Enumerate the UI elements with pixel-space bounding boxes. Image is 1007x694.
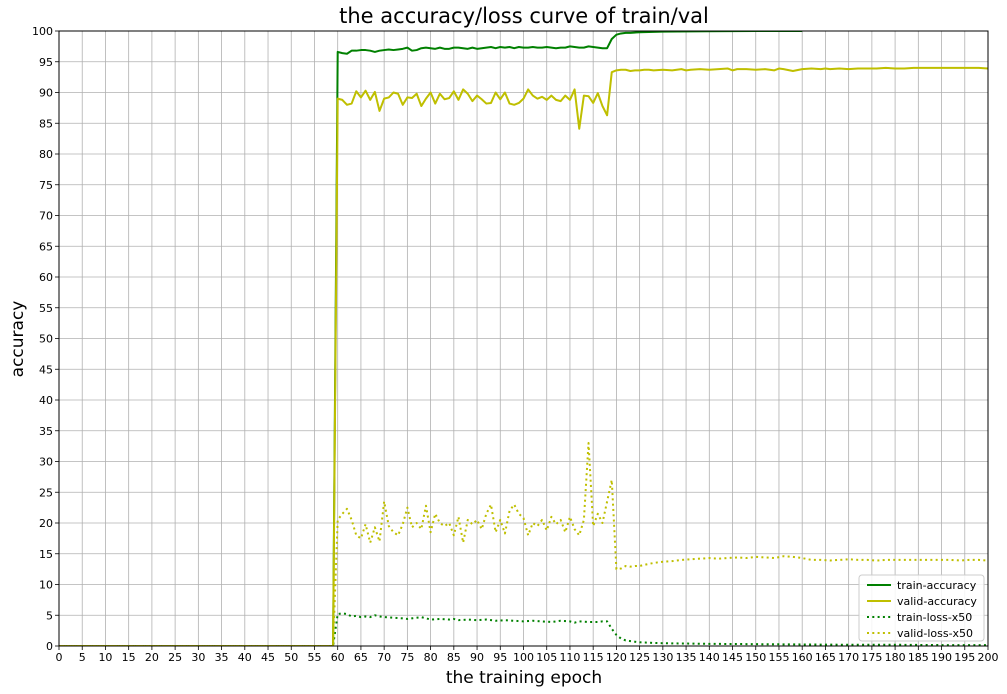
x-tick-label: 10 [98, 651, 112, 664]
legend-label: valid-accuracy [897, 595, 977, 608]
x-tick-label: 150 [745, 651, 766, 664]
x-tick-label: 45 [261, 651, 275, 664]
y-tick-label: 5 [46, 609, 53, 622]
y-tick-label: 80 [39, 148, 53, 161]
x-tick-label: 125 [629, 651, 650, 664]
series-layer [59, 31, 988, 646]
series-line-valid-accuracy [59, 66, 988, 646]
x-tick-label: 145 [722, 651, 743, 664]
x-tick-label: 165 [815, 651, 836, 664]
y-tick-label: 95 [39, 56, 53, 69]
x-tick-label: 140 [699, 651, 720, 664]
x-tick-label: 105 [536, 651, 557, 664]
y-tick-label: 30 [39, 456, 53, 469]
series-line-valid-loss-x50 [59, 442, 988, 646]
x-tick-label: 200 [978, 651, 999, 664]
y-tick-label: 90 [39, 87, 53, 100]
x-tick-label: 50 [284, 651, 298, 664]
x-tick-label: 80 [424, 651, 438, 664]
x-tick-label: 160 [792, 651, 813, 664]
x-tick-label: 120 [606, 651, 627, 664]
x-tick-label: 15 [122, 651, 136, 664]
x-tick-label: 85 [447, 651, 461, 664]
y-tick-label: 25 [39, 486, 53, 499]
y-tick-label: 100 [32, 25, 53, 38]
x-tick-label: 5 [79, 651, 86, 664]
x-tick-label: 75 [400, 651, 414, 664]
x-tick-label: 20 [145, 651, 159, 664]
legend: train-accuracy valid-accuracy train-loss-x… [858, 574, 985, 642]
x-axis-label: the training epoch [446, 668, 602, 688]
y-tick-label: 55 [39, 302, 53, 315]
x-tick-label: 65 [354, 651, 368, 664]
x-tick-label: 180 [885, 651, 906, 664]
legend-label: train-loss-x50 [897, 611, 972, 624]
x-tick-label: 155 [768, 651, 789, 664]
y-axis-label: accuracy [8, 301, 28, 378]
y-tick-label: 85 [39, 117, 53, 130]
y-tick-label: 35 [39, 425, 53, 438]
x-tick-label: 170 [838, 651, 859, 664]
x-tick-label: 175 [861, 651, 882, 664]
y-tick-label: 0 [46, 640, 53, 653]
y-tick-label: 60 [39, 271, 53, 284]
x-tick-label: 35 [215, 651, 229, 664]
x-tick-label: 130 [652, 651, 673, 664]
x-tick-label: 70 [377, 651, 391, 664]
y-tick-label: 10 [39, 579, 53, 592]
y-tick-label: 50 [39, 333, 53, 346]
x-tick-label: 30 [191, 651, 205, 664]
legend-box [858, 574, 985, 642]
x-tick-label: 0 [56, 651, 63, 664]
y-axis: 0 5 10 15 20 25 30 35 40 45 50 55 60 65 70 75 80 85 90 95 10… [32, 25, 59, 653]
y-tick-label: 20 [39, 517, 53, 530]
x-tick-label: 95 [493, 651, 507, 664]
x-tick-label: 100 [513, 651, 534, 664]
series-line-train-accuracy [59, 31, 803, 646]
x-tick-label: 60 [331, 651, 345, 664]
y-tick-label: 40 [39, 394, 53, 407]
grid [58, 30, 989, 647]
x-tick-label: 55 [307, 651, 321, 664]
x-tick-label: 185 [908, 651, 929, 664]
x-tick-label: 90 [470, 651, 484, 664]
x-tick-label: 190 [931, 651, 952, 664]
x-tick-label: 135 [676, 651, 697, 664]
x-tick-label: 110 [559, 651, 580, 664]
x-tick-label: 40 [238, 651, 252, 664]
y-tick-label: 45 [39, 363, 53, 376]
x-tick-label: 115 [583, 651, 604, 664]
chart-title: the accuracy/loss curve of train/val [339, 4, 709, 28]
y-tick-label: 65 [39, 240, 53, 253]
x-tick-label: 195 [954, 651, 975, 664]
legend-label: valid-loss-x50 [897, 627, 973, 640]
y-tick-label: 15 [39, 548, 53, 561]
y-tick-label: 75 [39, 179, 53, 192]
y-tick-label: 70 [39, 210, 53, 223]
x-tick-label: 25 [168, 651, 182, 664]
legend-label: train-accuracy [897, 579, 977, 592]
x-axis: 0 5 10 15 20 25 30 35 40 45 50 55 60 65 70 75 80 85 90 95 10… [56, 646, 999, 664]
